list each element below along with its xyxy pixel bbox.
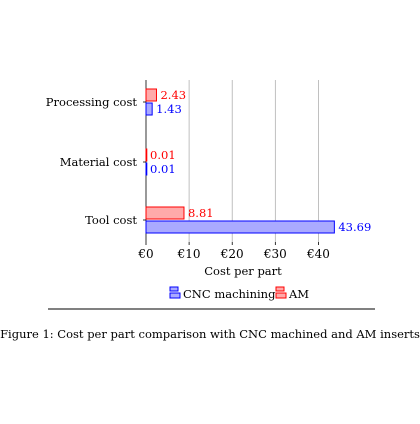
- bar-cnc-machining-0: [145, 102, 153, 116]
- x-axis-title: Cost per part: [204, 264, 282, 278]
- x-tick-label-40: €40: [306, 247, 330, 261]
- x-tick-label-0: €0: [137, 247, 153, 261]
- legend-swatch-1: [275, 292, 287, 299]
- data-label-cnc-machining-2: 43.69: [338, 220, 371, 234]
- bar-am-1: [145, 148, 148, 162]
- legend-label-1: AM: [288, 287, 309, 301]
- legend-label-0: CNC machining: [183, 287, 276, 301]
- x-tick-label-10: €10: [177, 247, 201, 261]
- legend-swatch-top-0: [169, 286, 179, 292]
- bar-cnc-machining-2: [145, 220, 335, 234]
- legend-swatch-top-1: [275, 286, 285, 292]
- legend-swatch-0: [169, 292, 181, 299]
- data-label-am-1: 0.01: [150, 148, 176, 162]
- figure-caption: Figure 1: Cost per part comparison with …: [0, 327, 420, 341]
- category-label-2: Tool cost: [85, 213, 137, 227]
- category-label-0: Processing cost: [46, 95, 138, 109]
- bar-am-2: [145, 206, 185, 220]
- data-label-cnc-machining-1: 0.01: [150, 162, 176, 176]
- bar-am-0: [145, 88, 157, 102]
- x-tick-label-30: €30: [263, 247, 287, 261]
- data-label-am-2: 8.81: [188, 206, 214, 220]
- bar-cnc-machining-1: [145, 162, 148, 176]
- x-tick-label-20: €20: [220, 247, 244, 261]
- data-label-cnc-machining-0: 1.43: [156, 102, 182, 116]
- category-label-1: Material cost: [60, 155, 138, 169]
- data-label-am-0: 2.43: [160, 88, 186, 102]
